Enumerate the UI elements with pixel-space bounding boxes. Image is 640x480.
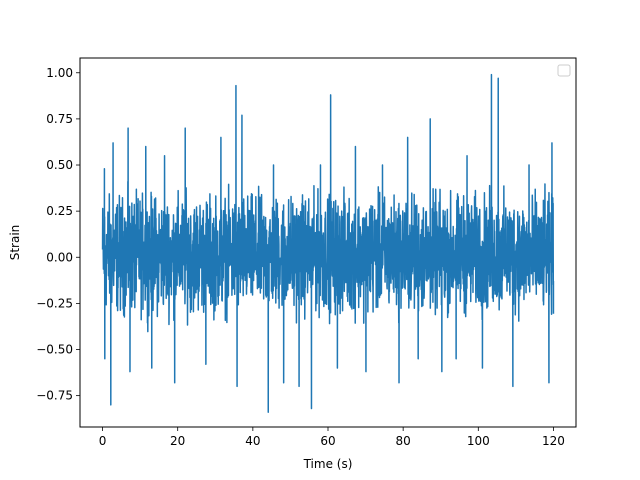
x-tick-label: 80: [396, 434, 411, 448]
y-tick-label: 0.25: [46, 204, 73, 218]
y-tick-label: 0.50: [46, 158, 73, 172]
x-tick-label: 40: [245, 434, 260, 448]
y-axis: −0.75 −0.50 −0.25 0.00 0.25 0.50 0.75 1.00: [36, 66, 80, 403]
y-tick-label: 1.00: [46, 66, 73, 80]
y-tick-label: 0.00: [46, 250, 73, 264]
y-tick-label: 0.75: [46, 112, 73, 126]
y-tick-label: −0.75: [36, 389, 73, 403]
x-axis-label: Time (s): [303, 457, 353, 471]
x-tick-label: 20: [170, 434, 185, 448]
x-tick-label: 120: [542, 434, 565, 448]
x-axis: 0 20 40 60 80 100 120: [99, 427, 565, 448]
x-tick-label: 0: [99, 434, 107, 448]
x-tick-label: 60: [320, 434, 335, 448]
y-tick-label: −0.25: [36, 296, 73, 310]
strain-series-line: [101, 73, 555, 413]
y-tick-label: −0.50: [36, 343, 73, 357]
legend-box: [557, 64, 571, 77]
y-axis-label: Strain: [8, 225, 22, 261]
series-layer: [101, 73, 555, 413]
x-tick-label: 100: [467, 434, 490, 448]
